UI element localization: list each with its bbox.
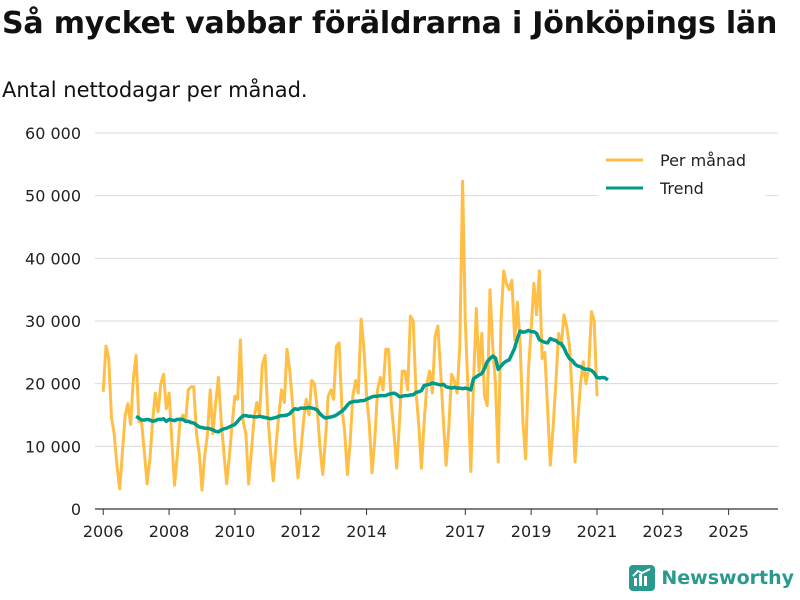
legend: Per månad Trend <box>598 146 766 198</box>
x-tick-label: 2019 <box>511 522 552 541</box>
y-tick-label: 30 000 <box>25 312 81 331</box>
x-tick-label: 2025 <box>708 522 749 541</box>
x-tick-label: 2014 <box>346 522 387 541</box>
x-tick-label: 2023 <box>642 522 683 541</box>
x-tick-label: 2012 <box>280 522 321 541</box>
legend-label: Trend <box>659 179 704 198</box>
series-line-trend <box>135 328 609 434</box>
x-tick-label: 2006 <box>83 522 124 541</box>
y-tick-label: 60 000 <box>25 124 81 143</box>
y-tick-label: 50 000 <box>25 187 81 206</box>
x-tick-label: 2010 <box>215 522 256 541</box>
chart-title: Så mycket vabbar föräldrarna i Jönköping… <box>2 6 778 41</box>
legend-label: Per månad <box>660 151 746 170</box>
x-tick-label: 2017 <box>445 522 486 541</box>
y-axis: 0 10 000 20 000 30 000 40 000 50 000 60 000 <box>25 124 81 519</box>
y-tick-label: 10 000 <box>25 437 81 456</box>
x-axis: 2006 2008 2010 2012 2014 2017 2019 2021 2023 2025 <box>83 509 749 541</box>
chart-subtitle: Antal nettodagar per månad. <box>2 78 308 102</box>
x-tick-label: 2021 <box>577 522 618 541</box>
x-tick-label: 2008 <box>149 522 190 541</box>
brand-name: Newsworthy <box>661 567 794 589</box>
y-tick-label: 0 <box>71 500 81 519</box>
brand-logo: Newsworthy <box>629 564 794 592</box>
newsworthy-logo-icon <box>629 565 656 591</box>
series-line-per-manad <box>101 179 599 492</box>
y-tick-label: 20 000 <box>25 375 81 394</box>
y-tick-label: 40 000 <box>25 249 81 268</box>
